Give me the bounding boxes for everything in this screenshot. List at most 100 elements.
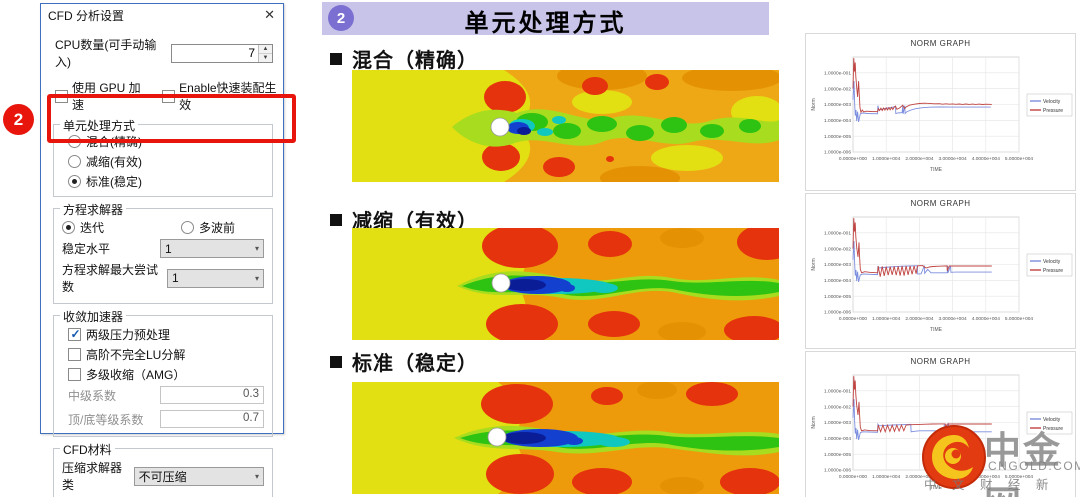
- step-number-badge: 2: [3, 104, 34, 135]
- incomplete-lu-label: 高阶不完全LU分解: [86, 348, 186, 362]
- svg-text:Velocity: Velocity: [1043, 259, 1061, 265]
- slide-header-band: 单元处理方式: [322, 2, 769, 37]
- radio-iterative[interactable]: [62, 221, 75, 234]
- stepper-arrows[interactable]: ▲ ▼: [258, 44, 272, 62]
- cfd-material-label: CFD材料: [60, 441, 115, 458]
- norm-graph-panel-2: NORM GRAPH 1.0000e-001 1.0000e-002 1.0000e…: [805, 193, 1076, 349]
- section-label: 减缩（有效）: [352, 211, 478, 233]
- cngold-logo-icon: [922, 425, 986, 489]
- svg-text:4.0000e+004: 4.0000e+004: [972, 316, 1000, 322]
- svg-text:3.0000e+004: 3.0000e+004: [939, 316, 967, 322]
- norm-graph-chart: 1.0000e-001 1.0000e-002 1.0000e-003 1.0000e…: [811, 216, 1073, 333]
- svg-text:1.0000e-005: 1.0000e-005: [824, 452, 851, 458]
- enable-fast-assembly-label: Enable快速装配生效: [179, 81, 277, 112]
- cpu-count-stepper[interactable]: ▲ ▼: [171, 43, 273, 63]
- compress-solver-class-select[interactable]: 不可压缩 ▾: [133, 466, 264, 486]
- svg-text:2.0000e+004: 2.0000e+004: [905, 474, 933, 480]
- section-header-standard: 标准（稳定）: [330, 347, 478, 376]
- svg-text:5.0000e+004: 5.0000e+004: [1005, 156, 1033, 162]
- gpu-checkbox-label: 使用 GPU 加速: [72, 81, 141, 112]
- two-stage-pressure-label: 两级压力预处理: [86, 328, 171, 342]
- chevron-down-icon: ▾: [254, 244, 259, 253]
- flow-field-reduced: [352, 228, 779, 340]
- convergence-accelerator-group: 收敛加速器 两级压力预处理 高阶不完全LU分解 多级收缩（AMG） 中级系数 0…: [53, 308, 273, 437]
- svg-text:TIME: TIME: [930, 485, 943, 491]
- svg-text:TIME: TIME: [930, 167, 943, 173]
- cfd-material-group: CFD材料 压缩求解器类 不可压缩 ▾ 可压缩性类型 理想气体(粘性) ▾: [53, 441, 273, 497]
- mid-coeff-field[interactable]: 0.3: [160, 386, 264, 404]
- element-processing-group-label: 单元处理方式: [60, 117, 139, 134]
- svg-text:3.0000e+004: 3.0000e+004: [939, 156, 967, 162]
- radio-standard-label: 标准(稳定): [86, 175, 142, 189]
- radio-reduced-label: 减缩(有效): [86, 155, 142, 169]
- two-stage-pressure-checkbox[interactable]: [68, 328, 82, 341]
- svg-text:0.0000e+000: 0.0000e+000: [839, 316, 867, 322]
- amg-label: 多级收缩（AMG）: [86, 368, 186, 382]
- svg-text:Pressure: Pressure: [1043, 426, 1063, 432]
- equation-solver-group: 方程求解器 迭代 多波前 稳定水平 1 ▾ 方程求解最大尝试数 1 ▾: [53, 201, 273, 304]
- stability-level-select[interactable]: 1 ▾: [160, 239, 264, 258]
- svg-text:Norm: Norm: [811, 416, 817, 428]
- top-bottom-coeff-label: 顶/底等级系数: [68, 412, 144, 427]
- radio-multifront-label: 多波前: [199, 221, 236, 235]
- svg-text:1.0000e-003: 1.0000e-003: [824, 102, 851, 108]
- watermark-tagline: 中 文 财 经 新 媒 体: [924, 478, 1055, 492]
- stepper-up-icon[interactable]: ▲: [259, 44, 272, 54]
- incomplete-lu-checkbox[interactable]: [68, 348, 81, 361]
- svg-text:1.0000e-004: 1.0000e-004: [824, 118, 851, 124]
- flow-field-mixed: [352, 70, 779, 182]
- watermark-brand: 中金网: [984, 431, 1062, 497]
- section-header-mixed: 混合（精确）: [330, 44, 478, 73]
- svg-text:1.0000e-001: 1.0000e-001: [824, 389, 851, 395]
- dialog-title: CFD 分析设置: [48, 8, 124, 23]
- svg-text:1.0000e-003: 1.0000e-003: [824, 420, 851, 426]
- max-attempts-label: 方程求解最大尝试数: [62, 263, 159, 294]
- svg-text:Velocity: Velocity: [1043, 99, 1061, 105]
- flow-field-standard: [352, 382, 779, 494]
- mid-coeff-label: 中级系数: [68, 388, 117, 403]
- radio-standard[interactable]: [68, 175, 81, 188]
- svg-text:1.0000e-002: 1.0000e-002: [824, 246, 851, 252]
- svg-text:1.0000e-002: 1.0000e-002: [824, 86, 851, 92]
- svg-text:2.0000e+004: 2.0000e+004: [905, 156, 933, 162]
- cpu-count-label: CPU数量(可手动输入): [55, 38, 157, 69]
- cpu-count-input[interactable]: [172, 44, 258, 62]
- section-label: 标准（稳定）: [352, 353, 478, 375]
- highlight-rectangle-annotation: [47, 94, 296, 143]
- amg-checkbox[interactable]: [68, 368, 81, 381]
- radio-reduced[interactable]: [68, 155, 81, 168]
- chart-title: NORM GRAPH: [910, 357, 971, 366]
- bullet-square-icon: [330, 52, 342, 65]
- svg-text:Norm: Norm: [811, 98, 817, 110]
- bullet-square-icon: [330, 213, 342, 226]
- max-attempts-select[interactable]: 1 ▾: [166, 268, 264, 288]
- svg-text:1.0000e-004: 1.0000e-004: [824, 278, 851, 284]
- svg-text:5.0000e+004: 5.0000e+004: [1005, 316, 1033, 322]
- close-icon[interactable]: ✕: [264, 7, 275, 22]
- norm-graph-panel-1: NORM GRAPH 1.0000e-001 1.0000e-002 1.0000e…: [805, 33, 1076, 191]
- top-bottom-coeff-field[interactable]: 0.7: [160, 410, 264, 428]
- svg-text:1.0000e-001: 1.0000e-001: [824, 71, 851, 77]
- svg-text:1.0000e-004: 1.0000e-004: [824, 436, 851, 442]
- dialog-titlebar[interactable]: CFD 分析设置 ✕: [41, 4, 283, 26]
- slide-step-badge: 2: [328, 5, 354, 31]
- svg-text:1.0000e-006: 1.0000e-006: [824, 310, 851, 316]
- svg-text:1.0000e-006: 1.0000e-006: [824, 150, 851, 156]
- cfd-settings-dialog: CFD 分析设置 ✕ CPU数量(可手动输入) ▲ ▼ 使用 GPU 加速 En…: [40, 3, 284, 497]
- chart-title: NORM GRAPH: [910, 39, 971, 48]
- radio-multifront[interactable]: [181, 221, 195, 234]
- svg-text:1.0000e-005: 1.0000e-005: [824, 294, 851, 300]
- radio-iterative-label: 迭代: [80, 221, 105, 235]
- svg-text:TIME: TIME: [930, 327, 943, 333]
- svg-text:1.0000e-001: 1.0000e-001: [824, 231, 851, 237]
- svg-text:1.0000e-005: 1.0000e-005: [824, 134, 851, 140]
- chevron-down-icon: ▾: [254, 273, 259, 283]
- svg-text:5.0000e+004: 5.0000e+004: [1005, 474, 1033, 480]
- svg-text:Pressure: Pressure: [1043, 268, 1063, 274]
- stepper-down-icon[interactable]: ▼: [259, 53, 272, 62]
- svg-text:1.0000e+004: 1.0000e+004: [872, 156, 900, 162]
- chevron-down-icon: ▾: [254, 471, 259, 481]
- section-header-reduced: 减缩（有效）: [330, 205, 478, 234]
- svg-text:2.0000e+004: 2.0000e+004: [905, 316, 933, 322]
